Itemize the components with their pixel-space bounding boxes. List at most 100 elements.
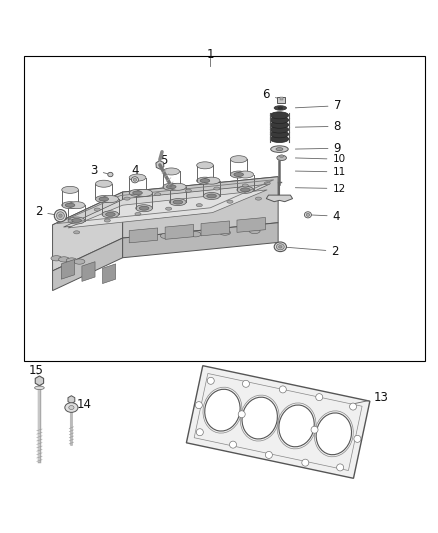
Ellipse shape <box>66 258 77 263</box>
Ellipse shape <box>234 173 244 176</box>
Ellipse shape <box>124 197 130 200</box>
Ellipse shape <box>278 107 283 109</box>
Ellipse shape <box>131 177 138 183</box>
Text: 7: 7 <box>295 99 341 112</box>
Ellipse shape <box>57 212 64 220</box>
Ellipse shape <box>316 413 352 455</box>
Ellipse shape <box>230 441 237 448</box>
Ellipse shape <box>196 204 202 207</box>
Polygon shape <box>237 217 265 232</box>
Ellipse shape <box>104 219 110 222</box>
Ellipse shape <box>160 233 171 239</box>
Bar <box>277 96 285 103</box>
Ellipse shape <box>311 426 318 433</box>
Text: 4: 4 <box>311 209 340 223</box>
Ellipse shape <box>270 135 289 142</box>
Text: 6: 6 <box>262 88 278 101</box>
Ellipse shape <box>350 403 357 410</box>
Ellipse shape <box>197 162 213 169</box>
Ellipse shape <box>106 213 115 216</box>
Ellipse shape <box>277 155 286 160</box>
Ellipse shape <box>219 230 230 235</box>
Ellipse shape <box>170 199 186 206</box>
Polygon shape <box>53 192 123 271</box>
Ellipse shape <box>279 155 284 157</box>
Ellipse shape <box>302 459 309 466</box>
Ellipse shape <box>203 177 220 184</box>
Ellipse shape <box>139 206 149 210</box>
Ellipse shape <box>230 171 247 178</box>
Ellipse shape <box>279 246 282 248</box>
Ellipse shape <box>270 126 289 133</box>
Polygon shape <box>123 223 278 258</box>
Ellipse shape <box>270 131 289 138</box>
Text: 1: 1 <box>206 48 214 61</box>
Ellipse shape <box>54 209 67 222</box>
Ellipse shape <box>237 187 254 193</box>
Ellipse shape <box>133 178 137 181</box>
Bar <box>24 56 425 361</box>
Text: 13: 13 <box>353 391 389 405</box>
Polygon shape <box>61 260 74 279</box>
Ellipse shape <box>185 189 191 192</box>
Polygon shape <box>68 190 267 228</box>
Ellipse shape <box>237 171 254 178</box>
Polygon shape <box>187 366 370 478</box>
Ellipse shape <box>279 405 314 447</box>
Ellipse shape <box>155 193 161 196</box>
Polygon shape <box>64 184 269 227</box>
Ellipse shape <box>207 377 214 384</box>
Ellipse shape <box>337 464 344 471</box>
Ellipse shape <box>136 205 152 212</box>
Ellipse shape <box>243 381 250 387</box>
Ellipse shape <box>65 403 78 413</box>
Polygon shape <box>82 262 95 281</box>
Ellipse shape <box>129 174 146 181</box>
Ellipse shape <box>69 406 74 409</box>
Ellipse shape <box>95 180 112 187</box>
Text: 9: 9 <box>295 142 341 155</box>
Polygon shape <box>129 228 158 243</box>
Ellipse shape <box>203 192 220 199</box>
Text: 2: 2 <box>35 205 58 218</box>
Ellipse shape <box>68 201 85 209</box>
Text: 5: 5 <box>160 154 167 167</box>
Ellipse shape <box>102 211 119 218</box>
Ellipse shape <box>102 196 119 203</box>
Text: 12: 12 <box>295 183 346 193</box>
Ellipse shape <box>255 197 261 200</box>
Ellipse shape <box>207 194 216 198</box>
Ellipse shape <box>240 188 250 192</box>
Ellipse shape <box>62 201 78 209</box>
Ellipse shape <box>99 197 109 201</box>
Polygon shape <box>201 221 230 236</box>
Ellipse shape <box>163 168 180 175</box>
Ellipse shape <box>129 189 146 197</box>
Text: 14: 14 <box>71 398 92 411</box>
Ellipse shape <box>304 212 311 218</box>
Ellipse shape <box>68 217 85 224</box>
Ellipse shape <box>59 257 70 262</box>
Ellipse shape <box>95 196 112 203</box>
Ellipse shape <box>135 213 141 215</box>
Polygon shape <box>266 195 293 201</box>
Ellipse shape <box>270 117 289 124</box>
Polygon shape <box>68 395 75 403</box>
Polygon shape <box>53 238 123 290</box>
Ellipse shape <box>108 172 113 177</box>
Ellipse shape <box>271 146 288 152</box>
Ellipse shape <box>276 244 284 250</box>
Text: 3: 3 <box>91 164 108 176</box>
Ellipse shape <box>354 435 361 442</box>
Polygon shape <box>35 376 44 386</box>
Ellipse shape <box>274 106 286 110</box>
Ellipse shape <box>163 183 180 190</box>
Ellipse shape <box>170 183 186 190</box>
Ellipse shape <box>196 429 203 435</box>
Ellipse shape <box>136 189 152 197</box>
Ellipse shape <box>214 187 220 190</box>
Ellipse shape <box>173 200 183 204</box>
Ellipse shape <box>166 185 176 189</box>
Polygon shape <box>53 177 278 225</box>
Ellipse shape <box>197 177 213 184</box>
